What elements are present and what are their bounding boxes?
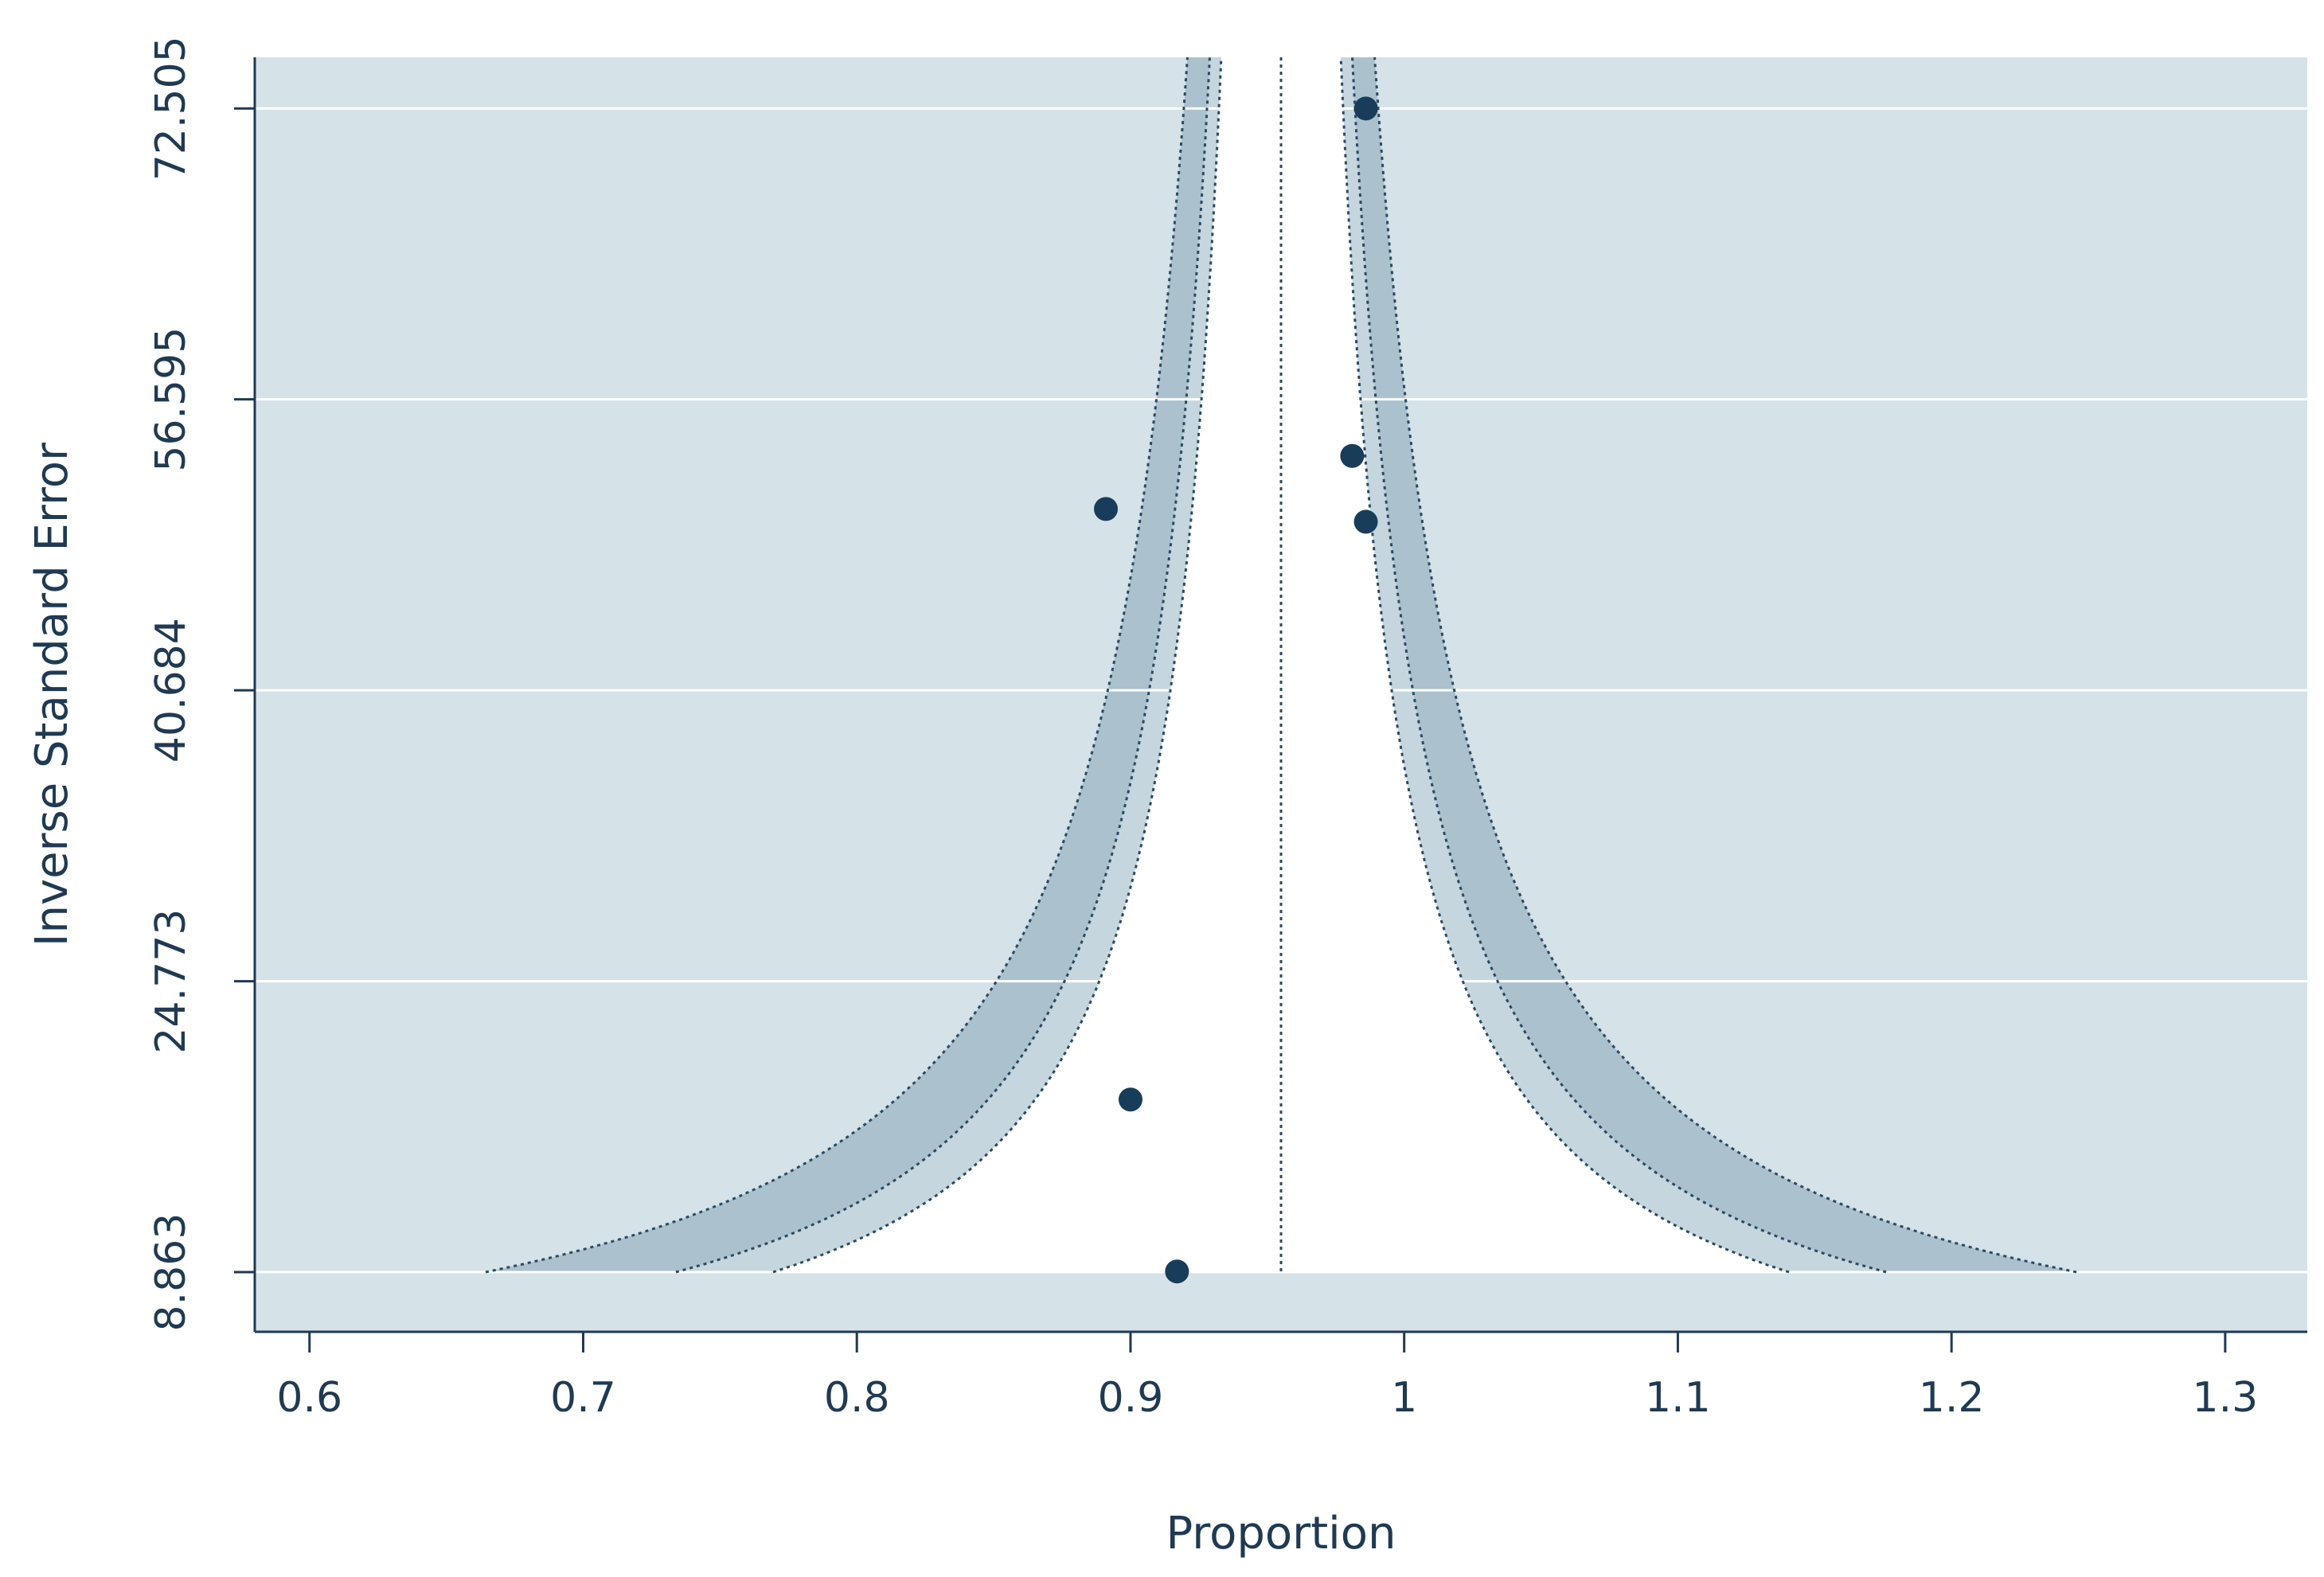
contour-line-95pct-right xyxy=(1351,57,1887,1274)
contour-line-99pct-right xyxy=(1373,57,2077,1274)
nonsignificant-region xyxy=(773,57,1789,1272)
band-90-95-right xyxy=(1341,57,1887,1272)
x-tick-label: 1.3 xyxy=(2193,1374,2259,1422)
data-point xyxy=(1118,1087,1142,1112)
y-tick-label: 8.863 xyxy=(147,1213,195,1332)
axes xyxy=(253,57,2307,1333)
y-tick-label: 56.595 xyxy=(147,327,195,472)
x-tick-label: 1 xyxy=(1391,1374,1417,1422)
study-points xyxy=(1094,96,1378,1284)
y-tick-label: 72.505 xyxy=(147,36,195,181)
band-90-95-left xyxy=(675,57,1221,1272)
x-tick-label: 0.6 xyxy=(276,1374,342,1422)
contour-line-99pct-left xyxy=(485,57,1189,1274)
y-axis-title: Inverse Standard Error xyxy=(26,442,78,947)
significance-regions xyxy=(255,57,2307,1274)
data-point xyxy=(1353,509,1378,534)
contour-line-95pct-left xyxy=(675,57,1211,1274)
y-axis-ticks: 8.863 24.773 40.684 56.595 72.505 xyxy=(147,36,255,1331)
data-point xyxy=(1165,1259,1189,1284)
data-point xyxy=(1340,443,1365,468)
x-tick-label: 0.9 xyxy=(1098,1374,1164,1422)
contour-lines xyxy=(485,57,2077,1274)
x-axis-title: Proportion xyxy=(1166,1508,1396,1559)
x-tick-label: 1.2 xyxy=(1919,1374,1985,1422)
band-95-99-left xyxy=(486,57,1210,1272)
data-point xyxy=(1094,497,1119,521)
y-tick-label: 24.773 xyxy=(147,909,195,1054)
x-tick-label: 0.7 xyxy=(550,1374,616,1422)
y-tick-label: 40.684 xyxy=(147,618,195,763)
data-point xyxy=(1353,96,1378,121)
x-tick-label: 1.1 xyxy=(1645,1374,1711,1422)
band-95-99-right xyxy=(1352,57,2076,1272)
x-tick-label: 0.8 xyxy=(824,1374,890,1422)
x-axis-ticks: 0.6 0.7 0.8 0.9 1 1.1 1.2 1.3 xyxy=(276,1332,2258,1422)
